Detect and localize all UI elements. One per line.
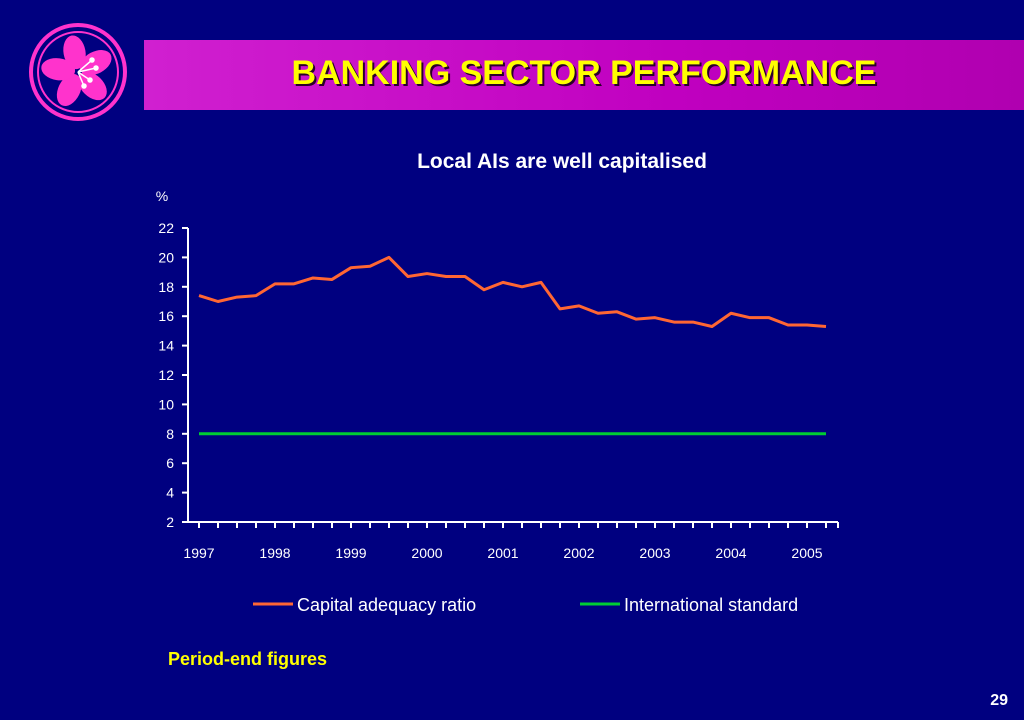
x-tick-label: 2003 xyxy=(639,545,670,561)
y-tick-label: 18 xyxy=(158,279,174,295)
y-tick-label: 14 xyxy=(158,338,174,354)
logo-stamens xyxy=(77,57,99,89)
x-tick-label: 2001 xyxy=(487,545,518,561)
logo-outer-ring xyxy=(29,23,127,121)
x-tick-label: 2004 xyxy=(715,545,746,561)
y-tick-label: 8 xyxy=(166,426,174,442)
page-number: 29 xyxy=(990,692,1008,709)
x-tick-label: 1999 xyxy=(335,545,366,561)
footnote: Period-end figures xyxy=(168,649,328,669)
y-tick-label: 2 xyxy=(166,514,174,530)
x-tick-label: 1998 xyxy=(259,545,290,561)
logo-petals xyxy=(41,35,112,106)
x-tick-label: 2005 xyxy=(791,545,822,561)
y-tick-label: 16 xyxy=(158,308,174,324)
y-tick-label: 20 xyxy=(158,249,174,265)
x-tick-label: 1997 xyxy=(183,545,214,561)
series-line-capital-adequacy-ratio xyxy=(198,255,827,328)
legend-label: Capital adequacy ratio xyxy=(297,595,476,615)
title-bar: BANKING SECTOR PERFORMANCE xyxy=(144,40,1024,110)
bauhinia-flower-icon xyxy=(29,23,127,121)
x-tick-label: 2002 xyxy=(563,545,594,561)
y-tick-label: 10 xyxy=(158,396,174,412)
y-tick-label: 6 xyxy=(166,455,174,471)
legend-label: International standard xyxy=(624,595,798,615)
chart-title: Local AIs are well capitalised xyxy=(417,150,707,173)
y-axis-unit-label: % xyxy=(156,188,168,204)
x-tick-label: 2000 xyxy=(411,545,442,561)
logo-inner-ring xyxy=(37,31,119,113)
page-title: BANKING SECTOR PERFORMANCE xyxy=(291,54,877,92)
y-tick-label: 22 xyxy=(158,220,174,236)
y-tick-label: 12 xyxy=(158,367,174,383)
y-tick-label: 4 xyxy=(166,485,174,501)
